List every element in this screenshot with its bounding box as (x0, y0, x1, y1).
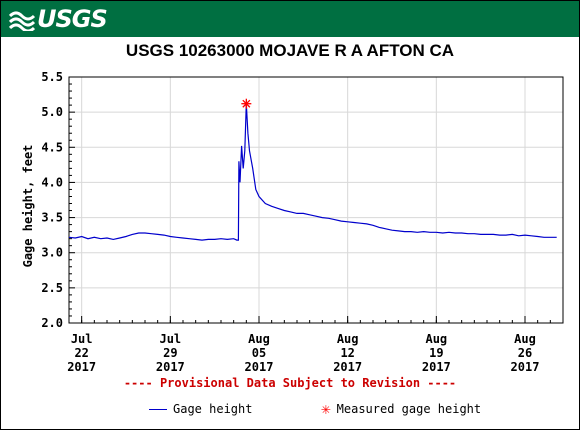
legend-line-swatch (149, 408, 167, 410)
x-tick-label: 2017 (511, 360, 540, 374)
measured-point-marker (241, 98, 252, 109)
legend: Gage height ✳ Measured gage height (1, 399, 579, 420)
y-axis-label: Gage height, feet (21, 145, 35, 268)
x-tick-label: 22 (74, 346, 88, 360)
y-tick-label: 5.0 (41, 105, 63, 119)
x-tick-label: 2017 (333, 360, 362, 374)
legend-label: Gage height (173, 402, 253, 416)
usgs-logo[interactable]: USGS (9, 5, 108, 33)
y-tick-label: 4.0 (41, 175, 63, 189)
legend-label: Measured gage height (336, 402, 482, 416)
x-tick-label: 29 (163, 346, 177, 360)
grid (69, 76, 563, 324)
x-tick-label: Jul (159, 332, 181, 346)
x-tick-label: 26 (518, 346, 532, 360)
plot-area (68, 76, 564, 324)
y-tick-label: 2.0 (41, 316, 63, 330)
x-tick-label: Aug (248, 332, 270, 346)
x-tick-label: Aug (514, 332, 536, 346)
x-tick-label: 2017 (67, 360, 96, 374)
measured-markers (241, 98, 252, 109)
x-tick-label: Aug (425, 332, 447, 346)
x-tick-label: 2017 (245, 360, 274, 374)
asterisk-icon: ✳ (321, 399, 331, 418)
y-tick-label: 4.5 (41, 140, 63, 154)
legend-item-gage-height: Gage height (149, 402, 252, 416)
y-tick-label: 3.0 (41, 246, 63, 260)
legend-item-measured: ✳ Measured gage height (321, 399, 482, 418)
x-axis: Jul222017Jul292017Aug052017Aug122017Aug1… (67, 316, 564, 374)
x-tick-label: 05 (252, 346, 266, 360)
y-tick-label: 5.5 (41, 70, 63, 84)
usgs-banner: USGS (1, 1, 579, 37)
provisional-note: ---- Provisional Data Subject to Revisio… (123, 376, 457, 390)
x-tick-label: Aug (337, 332, 359, 346)
x-tick-label: 12 (340, 346, 354, 360)
usgs-logo-text: USGS (37, 5, 108, 33)
y-tick-label: 3.5 (41, 211, 63, 225)
series-line-gage-height (68, 103, 557, 241)
x-tick-label: 2017 (156, 360, 185, 374)
chart-title: USGS 10263000 MOJAVE R A AFTON CA (125, 41, 455, 60)
y-axis: 2.0 2.5 3.0 3.5 4.0 4.5 5.0 5.5 (41, 70, 75, 330)
usgs-wave-icon (9, 11, 35, 31)
x-tick-label: 19 (429, 346, 443, 360)
y-tick-label: 2.5 (41, 281, 63, 295)
x-tick-label: 2017 (422, 360, 451, 374)
x-tick-label: Jul (71, 332, 93, 346)
